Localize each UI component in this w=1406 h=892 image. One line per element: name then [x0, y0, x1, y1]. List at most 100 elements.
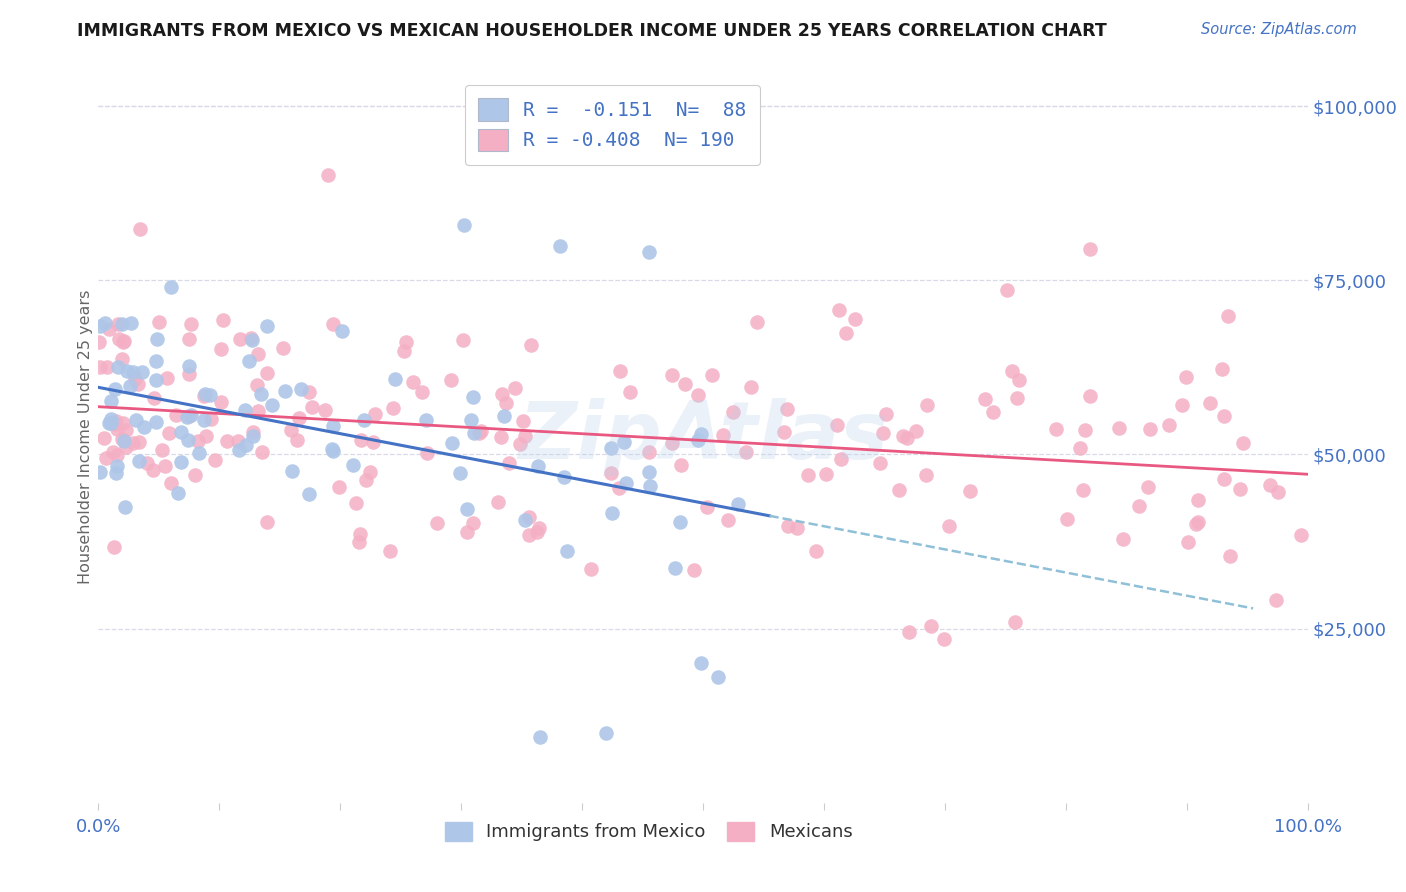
Point	[246, 347, 269, 361]
Point	[686, 433, 709, 447]
Point	[995, 283, 1018, 297]
Point	[384, 372, 406, 386]
Point	[495, 395, 517, 409]
Text: IMMIGRANTS FROM MEXICO VS MEXICAN HOUSEHOLDER INCOME UNDER 25 YEARS CORRELATION : IMMIGRANTS FROM MEXICO VS MEXICAN HOUSEH…	[77, 22, 1107, 40]
Point	[211, 313, 233, 327]
Point	[1199, 396, 1222, 410]
Point	[553, 470, 575, 484]
Point	[1218, 309, 1240, 323]
Point	[146, 332, 169, 346]
Point	[247, 403, 270, 417]
Point	[98, 417, 121, 431]
Point	[242, 425, 264, 440]
Point	[215, 434, 238, 449]
Point	[1073, 483, 1095, 498]
Point	[228, 443, 250, 458]
Point	[411, 384, 433, 399]
Point	[1004, 615, 1026, 629]
Point	[314, 403, 336, 417]
Point	[105, 458, 128, 473]
Point	[165, 409, 187, 423]
Point	[94, 316, 117, 330]
Point	[177, 332, 200, 346]
Point	[287, 410, 309, 425]
Point	[488, 494, 510, 508]
Point	[776, 518, 799, 533]
Point	[1258, 478, 1281, 492]
Legend: Immigrants from Mexico, Mexicans: Immigrants from Mexico, Mexicans	[437, 814, 859, 848]
Point	[1001, 364, 1024, 378]
Point	[614, 476, 637, 491]
Point	[595, 726, 617, 740]
Point	[1005, 392, 1028, 406]
Point	[298, 385, 321, 400]
Point	[489, 430, 512, 444]
Point	[934, 632, 956, 646]
Point	[700, 368, 723, 383]
Point	[347, 534, 370, 549]
Point	[104, 382, 127, 396]
Point	[460, 413, 482, 427]
Point	[517, 528, 540, 542]
Point	[378, 544, 401, 558]
Point	[209, 395, 232, 409]
Point	[468, 425, 491, 440]
Point	[1128, 500, 1150, 514]
Point	[1171, 398, 1194, 412]
Point	[160, 279, 183, 293]
Point	[914, 467, 936, 482]
Point	[727, 497, 749, 511]
Point	[1267, 485, 1289, 500]
Point	[101, 445, 124, 459]
Point	[120, 317, 142, 331]
Point	[415, 445, 437, 459]
Point	[250, 445, 273, 459]
Point	[671, 458, 693, 473]
Point	[256, 366, 278, 380]
Point	[328, 480, 350, 494]
Point	[905, 424, 928, 438]
Point	[689, 657, 711, 671]
Point	[89, 335, 111, 350]
Point	[128, 454, 150, 468]
Point	[844, 312, 866, 326]
Point	[153, 458, 176, 473]
Point	[825, 417, 848, 432]
Point	[112, 434, 135, 448]
Point	[105, 448, 128, 462]
Point	[1159, 417, 1181, 432]
Point	[1213, 409, 1236, 423]
Point	[449, 467, 471, 481]
Point	[470, 424, 492, 438]
Point	[170, 454, 193, 468]
Point	[897, 625, 920, 640]
Point	[887, 483, 910, 497]
Point	[527, 459, 550, 474]
Point	[271, 341, 294, 355]
Point	[198, 388, 221, 402]
Point	[1187, 493, 1209, 508]
Point	[717, 513, 740, 527]
Point	[1045, 422, 1067, 436]
Point	[869, 456, 891, 470]
Point	[1232, 436, 1254, 450]
Point	[322, 419, 344, 434]
Point	[242, 429, 264, 443]
Point	[640, 479, 662, 493]
Point	[188, 445, 211, 459]
Text: ZipAtlas: ZipAtlas	[517, 398, 889, 476]
Point	[359, 465, 381, 479]
Point	[160, 476, 183, 491]
Point	[1264, 593, 1286, 607]
Point	[392, 344, 415, 359]
Point	[128, 435, 150, 450]
Point	[1056, 511, 1078, 525]
Point	[683, 562, 706, 576]
Point	[235, 438, 257, 452]
Point	[600, 467, 623, 481]
Point	[607, 481, 630, 495]
Point	[145, 415, 167, 429]
Point	[426, 516, 449, 530]
Point	[105, 422, 128, 436]
Point	[938, 518, 960, 533]
